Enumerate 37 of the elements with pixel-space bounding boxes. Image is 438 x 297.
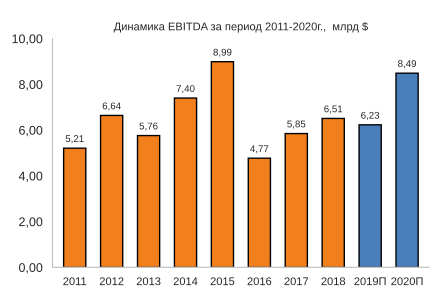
y-tick-label: 2,00 [19, 217, 42, 228]
x-tick-label: 2011 [63, 277, 86, 286]
x-tick-label: 2020П [391, 277, 423, 286]
data-label: 5,21 [66, 135, 84, 144]
x-tick-label: 2014 [174, 277, 198, 286]
x-tick-label: 2018 [321, 277, 346, 286]
data-label: 5,85 [287, 120, 306, 129]
x-tick-label: 2019П [354, 277, 386, 286]
y-tick-label: 8,00 [19, 80, 42, 90]
x-tick-label: 2016 [248, 277, 272, 286]
data-label: 8,99 [213, 48, 232, 57]
y-tick-label: 4,00 [18, 172, 42, 182]
bar [321, 118, 345, 268]
data-label: 6,51 [324, 105, 342, 114]
data-label: 6,23 [361, 112, 380, 120]
y-tick-label: 6,00 [19, 126, 42, 136]
bar [210, 61, 234, 268]
data-label: 6,64 [102, 102, 121, 111]
data-label: 8,49 [398, 60, 416, 68]
bar [62, 147, 86, 268]
x-tick-label: 2012 [100, 277, 124, 286]
y-tick-label: 0,00 [19, 263, 42, 274]
bar [174, 97, 198, 268]
bar [358, 124, 382, 268]
bar [284, 132, 308, 268]
data-label: 7,40 [176, 85, 195, 94]
x-tick-label: 2017 [284, 277, 308, 286]
data-label: 5,76 [140, 122, 158, 131]
chart-title: Динамика EBITDA за период 2011-2020г., млрд $ [114, 22, 368, 33]
x-tick-label: 2015 [210, 277, 234, 286]
x-tick-label: 2013 [136, 277, 160, 286]
bar [100, 114, 124, 268]
bar [395, 72, 419, 268]
data-label: 4,77 [250, 145, 268, 154]
y-tick-label: 10,00 [12, 34, 42, 45]
bar [136, 134, 160, 268]
bar [248, 158, 272, 268]
